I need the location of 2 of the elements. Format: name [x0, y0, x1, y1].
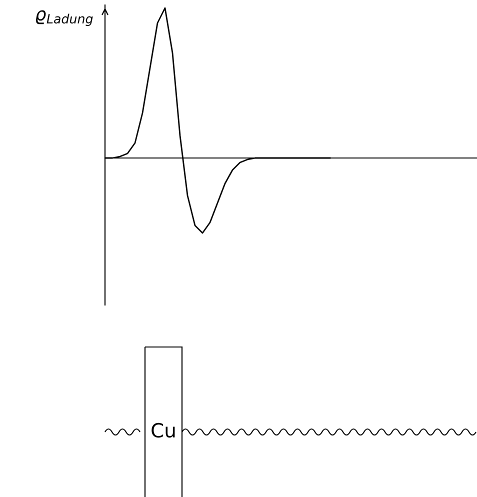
- y-axis-title: ϱ$_{Ladung}$: [36, 10, 93, 26]
- text: Cu: [152, 422, 175, 438]
